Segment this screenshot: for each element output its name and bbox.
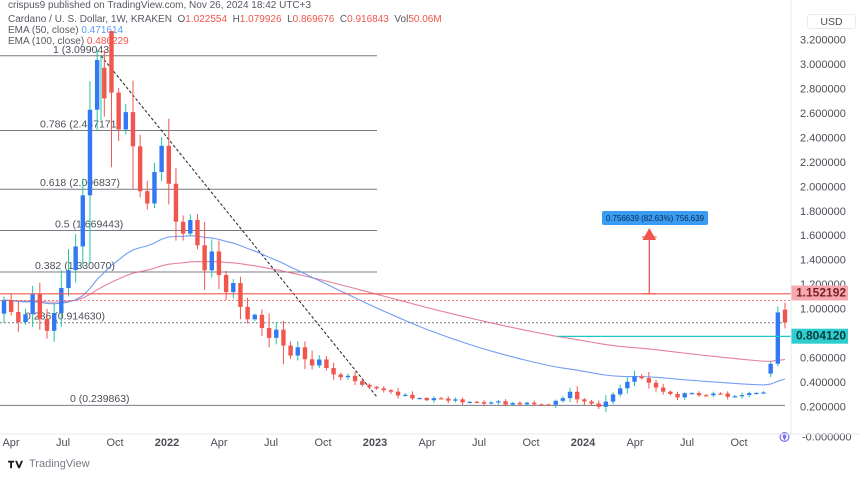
- svg-text:0.400000: 0.400000: [800, 377, 846, 389]
- svg-text:2024: 2024: [571, 437, 596, 449]
- svg-text:0.804120: 0.804120: [796, 329, 846, 343]
- svg-text:Oct: Oct: [522, 437, 539, 449]
- svg-text:1 (3.099043): 1 (3.099043): [53, 44, 113, 56]
- svg-text:Jul: Jul: [680, 437, 694, 449]
- svg-text:2.400000: 2.400000: [800, 132, 846, 144]
- svg-text:-0.000000: -0.000000: [802, 432, 852, 444]
- svg-text:Jul: Jul: [264, 437, 278, 449]
- svg-text:1.400000: 1.400000: [800, 255, 846, 267]
- svg-text:Apr: Apr: [626, 437, 643, 449]
- svg-text:3.200000: 3.200000: [800, 35, 846, 47]
- svg-text:Apr: Apr: [418, 437, 435, 449]
- svg-text:3.000000: 3.000000: [800, 59, 846, 71]
- svg-text:Oct: Oct: [106, 437, 123, 449]
- svg-text:2.800000: 2.800000: [800, 83, 846, 95]
- svg-text:1.800000: 1.800000: [800, 206, 846, 218]
- svg-text:Jul: Jul: [472, 437, 486, 449]
- svg-text:1.152192: 1.152192: [796, 285, 846, 299]
- svg-text:2.200000: 2.200000: [800, 157, 846, 169]
- svg-text:0.618 (2.006837): 0.618 (2.006837): [40, 177, 120, 189]
- svg-text:2022: 2022: [155, 437, 179, 449]
- svg-text:0.786 (2.487171): 0.786 (2.487171): [40, 118, 120, 130]
- svg-text:0.200000: 0.200000: [800, 402, 846, 414]
- svg-text:Oct: Oct: [730, 437, 747, 449]
- svg-text:2.600000: 2.600000: [800, 108, 846, 120]
- svg-text:0 (0.239863): 0 (0.239863): [70, 393, 130, 405]
- svg-text:Apr: Apr: [2, 437, 19, 449]
- svg-text:0.236 (0.914630): 0.236 (0.914630): [25, 311, 105, 323]
- svg-text:2.000000: 2.000000: [800, 181, 846, 193]
- svg-text:0.600000: 0.600000: [800, 353, 846, 365]
- svg-text:Jul: Jul: [56, 437, 70, 449]
- svg-text:Apr: Apr: [210, 437, 227, 449]
- svg-text:1.000000: 1.000000: [800, 304, 846, 316]
- svg-text:1.600000: 1.600000: [800, 230, 846, 242]
- svg-text:0.756639 (82.63%) 756,639: 0.756639 (82.63%) 756,639: [606, 213, 704, 223]
- svg-text:2023: 2023: [363, 437, 387, 449]
- svg-text:0.5 (1.669443): 0.5 (1.669443): [55, 218, 123, 230]
- svg-text:Oct: Oct: [314, 437, 331, 449]
